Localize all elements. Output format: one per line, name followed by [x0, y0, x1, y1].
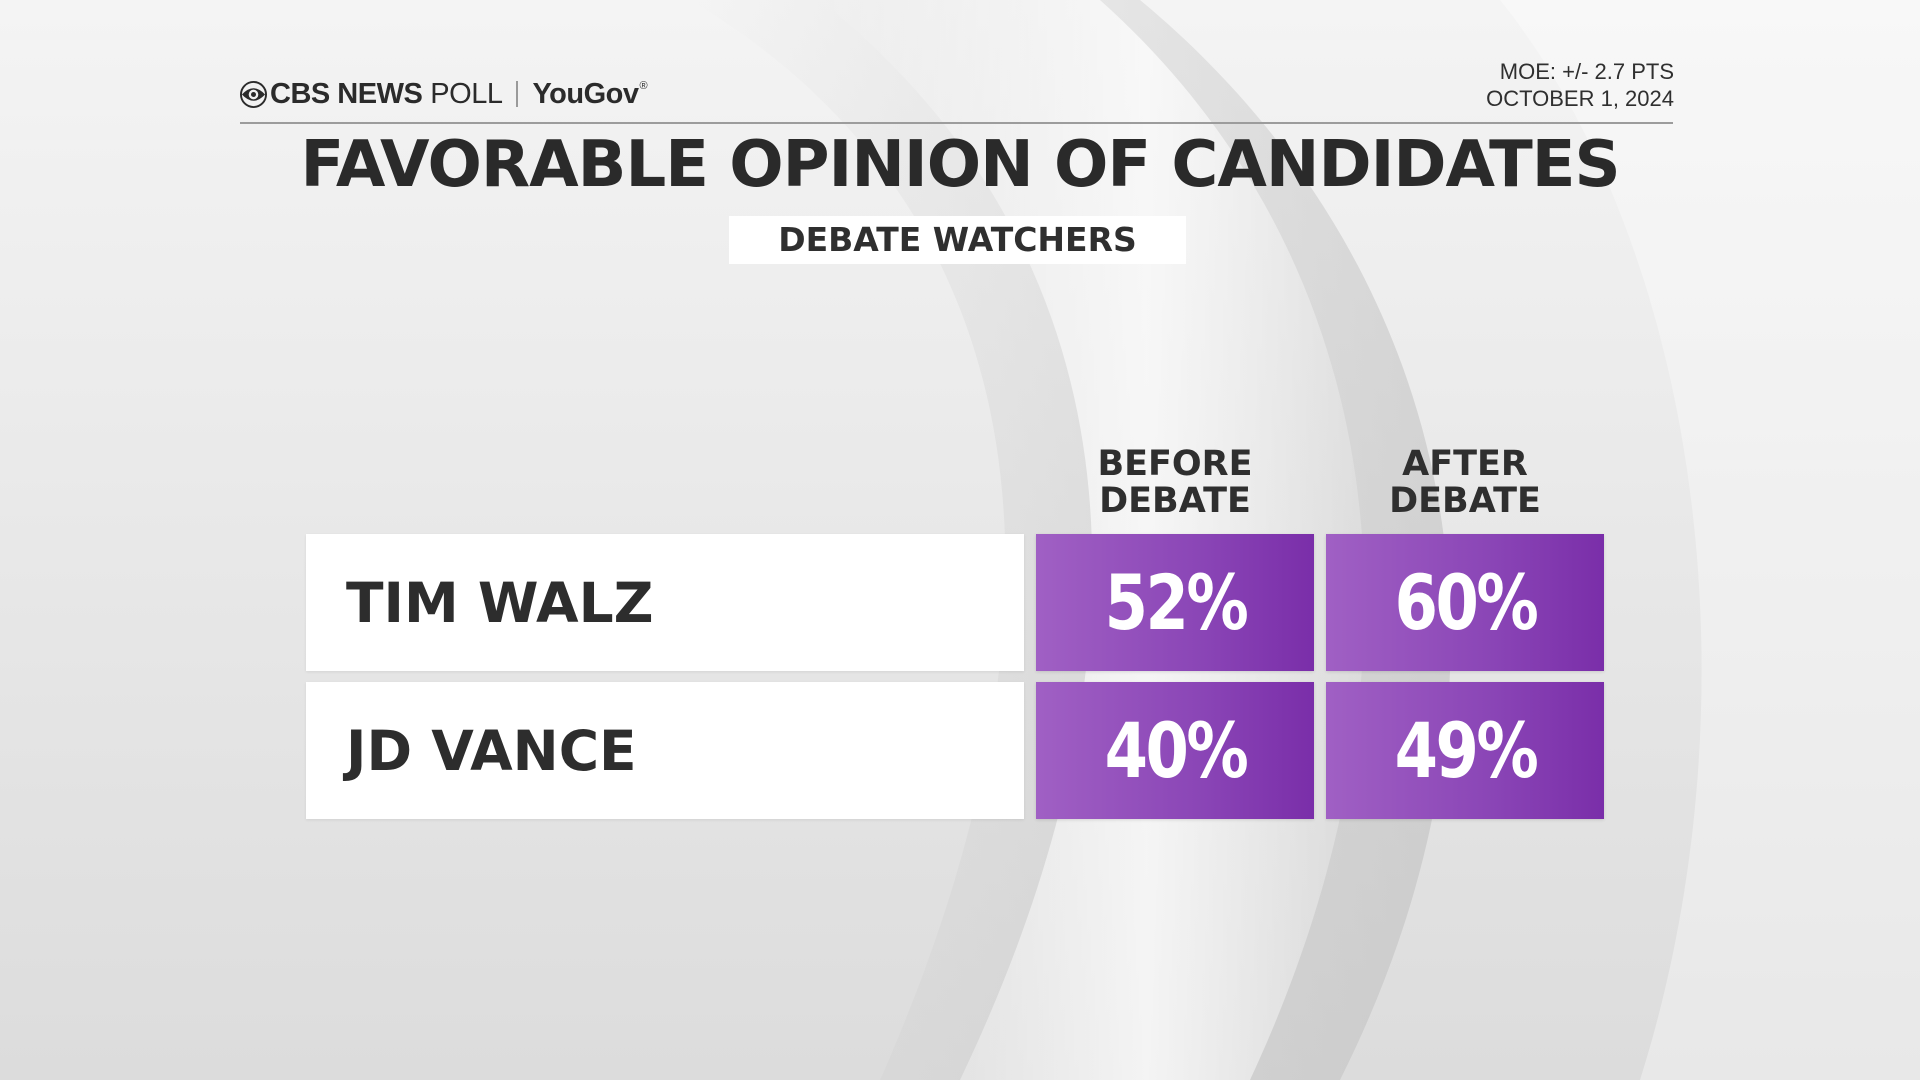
cell-walz-before-value: 52% — [1104, 558, 1248, 647]
column-header-after: AFTER DEBATE — [1326, 446, 1604, 520]
row-label-vance: JD VANCE — [306, 682, 1024, 819]
partner-logo: YouGov — [532, 77, 639, 110]
cell-walz-after-value: 60% — [1394, 558, 1538, 647]
brand-divider — [516, 81, 519, 107]
column-header-before-line2: DEBATE — [1099, 481, 1251, 521]
cell-vance-before: 40% — [1036, 682, 1314, 819]
column-header-after-line1: AFTER — [1402, 444, 1528, 484]
brand-primary: CBS NEWS — [270, 77, 423, 110]
column-header-before: BEFORE DEBATE — [1036, 446, 1314, 520]
cell-walz-before: 52% — [1036, 534, 1314, 671]
margin-of-error: MOE: +/- 2.7 PTS — [1499, 59, 1674, 84]
chart-title: FAVORABLE OPINION OF CANDIDATES — [300, 128, 1620, 202]
brand-secondary: POLL — [430, 77, 503, 110]
column-header-after-line2: DEBATE — [1389, 481, 1541, 521]
partner-mark: ® — [639, 80, 648, 92]
brand-logo: CBS NEWS POLL YouGov ® — [240, 74, 648, 114]
header-divider — [240, 122, 1673, 124]
cell-vance-before-value: 40% — [1104, 706, 1248, 795]
column-header-before-line1: BEFORE — [1097, 444, 1253, 484]
cell-vance-after-value: 49% — [1394, 706, 1538, 795]
cbs-eye-icon — [240, 80, 267, 108]
row-label-walz: TIM WALZ — [306, 534, 1024, 671]
poll-meta: MOE: +/- 2.7 PTS OCTOBER 1, 2024 — [1486, 58, 1674, 112]
cell-walz-after: 60% — [1326, 534, 1604, 671]
chart-subtitle: DEBATE WATCHERS — [729, 216, 1186, 264]
poll-date: OCTOBER 1, 2024 — [1486, 86, 1674, 111]
cell-vance-after: 49% — [1326, 682, 1604, 819]
